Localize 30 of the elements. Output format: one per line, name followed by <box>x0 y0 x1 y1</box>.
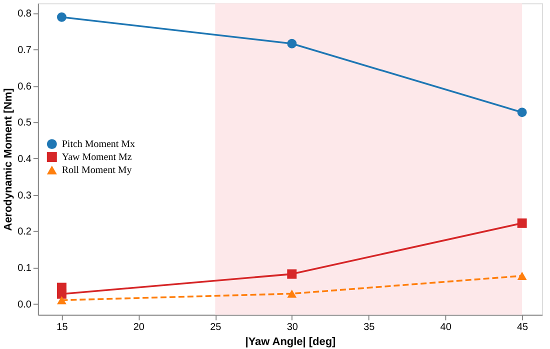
y-tick-label: 0.6 <box>18 81 32 92</box>
point <box>56 12 66 22</box>
y-tick-label: 0.0 <box>18 299 32 310</box>
legend-label: Yaw Moment Mz <box>62 152 132 164</box>
point <box>56 289 66 299</box>
point <box>287 38 297 48</box>
legend-label: Roll Moment My <box>62 165 132 176</box>
x-tick-label: 40 <box>440 322 452 334</box>
y-axis-title: Aerodynamic Moment [Nm] <box>2 88 15 231</box>
y-tick-label: 0.3 <box>18 190 32 202</box>
y-tick-label: 0.1 <box>18 262 32 274</box>
x-tick-label: 35 <box>364 322 376 334</box>
y-tick-label: 0.4 <box>18 154 32 165</box>
y-tick-label: 0.5 <box>18 118 32 129</box>
point <box>287 290 297 298</box>
point <box>517 272 527 280</box>
y-tick-label: 0.8 <box>18 8 32 20</box>
legend-label: Pitch Moment Mx <box>62 139 136 150</box>
point <box>56 296 66 304</box>
x-tick-label: 45 <box>517 322 529 334</box>
x-tick-label: 20 <box>133 322 145 334</box>
x-axis-title: |Yaw Angle| [deg] <box>245 336 336 348</box>
x-tick-label: 25 <box>210 322 222 334</box>
x-tick-label: 30 <box>286 322 298 334</box>
point <box>287 269 297 279</box>
y-tick-label: 0.2 <box>18 226 32 238</box>
point <box>517 108 527 118</box>
point <box>517 218 527 228</box>
x-tick-label: 15 <box>56 322 68 334</box>
y-tick-label: 0.7 <box>18 44 32 56</box>
